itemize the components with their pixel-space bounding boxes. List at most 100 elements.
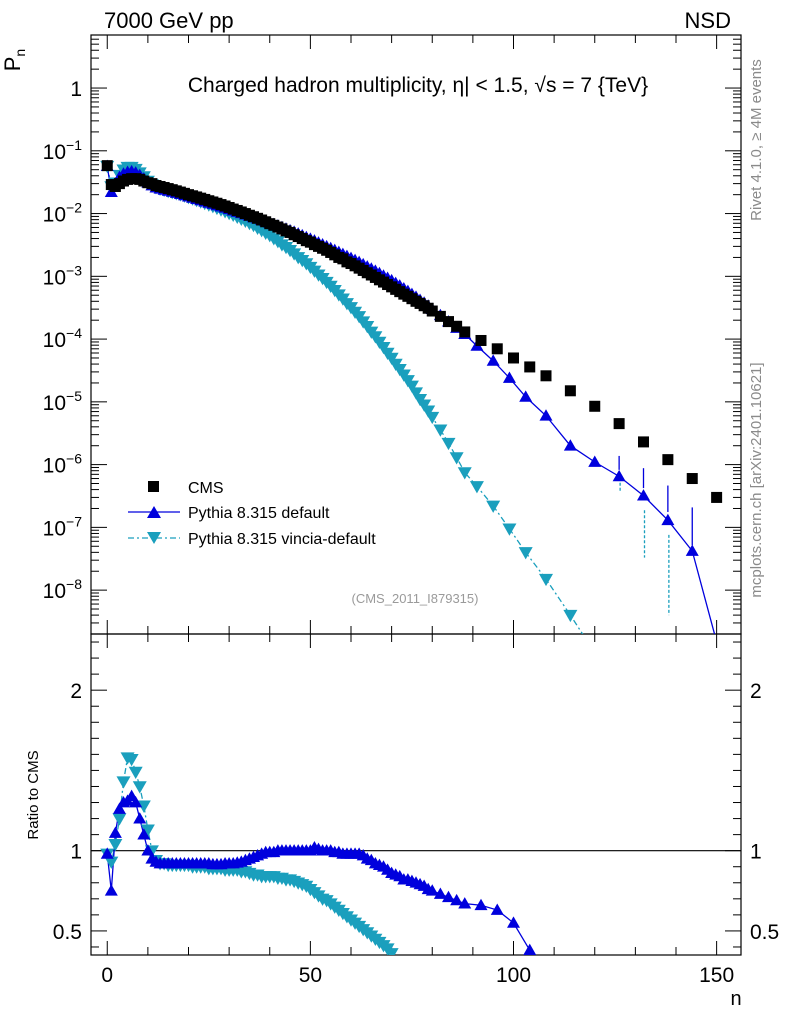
ratio-y-axis-label: Ratio to CMS	[25, 750, 42, 839]
default-point	[637, 489, 650, 501]
ratio-default-point	[442, 890, 455, 903]
main-ytick-label: 10−2	[43, 200, 83, 227]
ratio-ytick-label-left: 0.5	[53, 921, 82, 944]
main-ytick-exp: −6	[66, 451, 82, 467]
vincia-point	[502, 523, 517, 536]
default-point	[563, 439, 577, 451]
main-series-clip	[100, 159, 723, 634]
main-ytick-exp: −2	[66, 200, 82, 216]
cms-point	[662, 454, 674, 466]
vincia-line	[106, 165, 584, 634]
ratio-ytick-label-right: 0.5	[750, 921, 779, 944]
cms-point	[711, 491, 723, 503]
ratio-vincia-point	[136, 800, 151, 813]
ratio-frame	[90, 633, 742, 956]
ratio-vincia-point	[132, 781, 147, 794]
legend-label-cms: CMS	[188, 480, 224, 497]
y-axis-label-p: P	[0, 57, 25, 72]
cms-point	[613, 418, 625, 430]
analysis-label: (CMS_2011_I879315)	[352, 591, 479, 606]
vincia-point	[518, 547, 533, 560]
cms-point	[540, 370, 552, 382]
cms-point	[426, 305, 438, 317]
process-label: NSD	[685, 8, 731, 33]
vincia-point	[486, 500, 501, 513]
cms-point	[686, 473, 698, 485]
legend-marker-vincia	[147, 532, 161, 544]
mcplots-label: mcplots.cern.ch [arXiv:2401.10621]	[748, 362, 765, 597]
ratio-default-point	[133, 812, 147, 824]
ratio-default-point	[474, 898, 488, 911]
default-point	[539, 409, 553, 421]
vincia-point	[539, 573, 553, 587]
default-point	[519, 390, 533, 402]
main-ytick-label: 10−3	[43, 262, 83, 289]
chart-title: Charged hadron multiplicity, η| < 1.5, √…	[188, 74, 648, 97]
rivet-label: Rivet 4.1.0, ≥ 4M events	[748, 59, 765, 221]
default-point	[502, 371, 516, 383]
legend: CMS Pythia 8.315 default Pythia 8.315 vi…	[128, 480, 376, 548]
main-series	[100, 159, 723, 634]
ratio-vincia-point	[108, 839, 123, 852]
plot-frames	[90, 34, 742, 956]
ratio-default-point	[108, 826, 122, 838]
xtick-label: 150	[699, 964, 734, 987]
ratio-default-point	[458, 897, 472, 909]
ratio-ytick-label-left: 2	[70, 680, 82, 703]
cms-point	[434, 310, 446, 322]
ratio-default-point	[141, 844, 155, 856]
vincia-point	[457, 467, 472, 480]
ratio-default-point	[100, 847, 114, 859]
ratio-axis-ticks: 0.5 0.5 1 1 2 2 0 50 100 150	[53, 634, 779, 987]
cms-point	[459, 326, 471, 338]
x-axis-label: n	[730, 988, 741, 1010]
y-axis-label: Pn	[0, 49, 28, 71]
ratio-default-point	[507, 916, 520, 928]
vincia-point	[563, 609, 578, 623]
chart-title-eta: η	[452, 74, 464, 97]
main-axis-ticks: 110−110−210−310−410−510−610−710−8	[43, 34, 741, 635]
ratio-default-point	[137, 828, 151, 840]
ratio-ytick-label-right: 1	[750, 841, 762, 864]
main-ytick-base: 10	[43, 392, 66, 415]
cms-point	[443, 316, 454, 328]
ratio-vincia-point	[116, 776, 131, 789]
chart-title-eta-range: | < 1.5,	[464, 74, 534, 97]
ratio-default-point	[433, 887, 447, 899]
main-ytick-label: 10−7	[43, 513, 83, 540]
main-ytick-base: 10	[43, 329, 66, 352]
ratio-default-point	[450, 893, 464, 906]
cms-point	[524, 361, 536, 373]
cms-point	[475, 334, 487, 346]
main-ytick-base: 10	[43, 266, 66, 289]
main-ytick-label: 10−5	[43, 388, 83, 415]
ratio-series	[100, 752, 537, 955]
cms-point	[491, 343, 503, 355]
main-ytick-label: 10−4	[43, 325, 83, 352]
ratio-vincia-point	[124, 753, 139, 767]
main-ytick-exp: −3	[66, 262, 82, 278]
vincia-point	[441, 437, 456, 451]
cms-point	[101, 160, 113, 172]
vincia-point	[409, 387, 423, 400]
legend-label-vincia: Pythia 8.315 vincia-default	[188, 531, 376, 548]
ratio-default-point	[523, 943, 537, 955]
vincia-point	[421, 405, 436, 418]
default-point	[661, 513, 675, 526]
ratio-default-point	[490, 903, 504, 915]
default-point	[612, 469, 626, 482]
vincia-point	[404, 380, 419, 393]
main-ytick-label: 10−8	[43, 576, 83, 603]
xtick-label: 0	[101, 964, 113, 987]
main-ytick-base: 1	[70, 78, 82, 101]
cms-point	[451, 320, 463, 332]
main-ytick-base: 10	[43, 141, 66, 164]
ratio-default-line	[106, 795, 531, 951]
ratio-vincia-point	[140, 824, 155, 837]
ratio-series-clip	[100, 752, 537, 955]
beam-energy-label: 7000 GeV pp	[104, 8, 234, 33]
ratio-default-point	[129, 796, 143, 808]
main-ytick-exp: −5	[66, 388, 82, 404]
main-ytick-base: 10	[43, 204, 66, 227]
